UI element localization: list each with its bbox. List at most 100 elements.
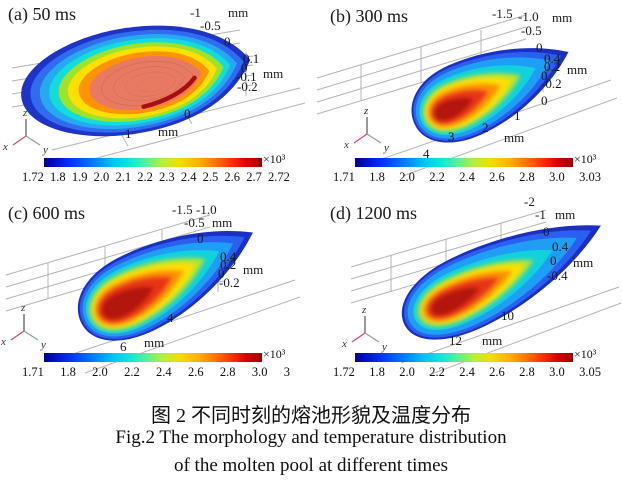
z-tick: 0.1 bbox=[243, 51, 260, 66]
colorbar-tick-label: 3 bbox=[283, 365, 290, 379]
x-axis-unit: mm bbox=[504, 130, 525, 145]
z-tick: 0 bbox=[218, 266, 225, 281]
colorbar-tick-label: 2.0 bbox=[92, 365, 108, 379]
colorbar-tick-label: 2.4 bbox=[459, 365, 475, 379]
subplot-d: z x y (d) 1200 ms -2 -1 mm 0 0.4 0 mm -0… bbox=[311, 195, 622, 390]
colorbar-tick-label: 2.4 bbox=[180, 170, 197, 184]
triad-x-label: x bbox=[341, 338, 347, 350]
z-tick: 0 bbox=[241, 60, 248, 75]
z-tick: 0.2 bbox=[220, 257, 237, 272]
z-tick: 0.4 bbox=[220, 249, 237, 264]
colorbar-tick-label: 2.2 bbox=[124, 365, 140, 379]
x-tick: 1 bbox=[125, 126, 132, 141]
triad-y-label: y bbox=[42, 144, 48, 156]
colorbar-tick-label: 2.6 bbox=[187, 365, 204, 379]
colorbar-tick-label: 3.0 bbox=[549, 170, 565, 184]
hot-edge-streak bbox=[141, 75, 197, 109]
y-tick: 0 bbox=[224, 34, 231, 49]
colorbar-tick-label: 2.0 bbox=[399, 365, 415, 379]
triad-x-label: x bbox=[343, 139, 349, 151]
colorbar-tick-label: 2.0 bbox=[93, 170, 110, 184]
triad-y-label: y bbox=[383, 142, 389, 154]
subplot-b-title: (b) 300 ms bbox=[330, 6, 408, 26]
z-tick: -0.2 bbox=[237, 79, 258, 94]
x-tick: 3 bbox=[448, 129, 455, 144]
molten-pool-a bbox=[21, 25, 251, 137]
z-axis-unit: mm bbox=[573, 255, 594, 270]
axis-triad: z x y bbox=[343, 105, 389, 154]
colorbar-tick-label: 1.72 bbox=[22, 170, 44, 184]
colorbar-tick-label: 2.72 bbox=[268, 170, 290, 184]
colorbar-tick-label: 3.05 bbox=[579, 365, 601, 379]
colorbar-tick-label: 2.2 bbox=[137, 170, 153, 184]
colorbar-tick-label: 2.8 bbox=[519, 365, 535, 379]
colorbar-tick-label: 2.8 bbox=[219, 365, 236, 379]
y-tick: -1.5 bbox=[492, 6, 513, 21]
colorbar-tick-label: 1.8 bbox=[60, 365, 76, 379]
triad-z-label: z bbox=[361, 304, 367, 316]
subplot-a-title: (a) 50 ms bbox=[8, 4, 76, 24]
colorbar-tick-label: 1.71 bbox=[333, 170, 355, 184]
x-tick: 2 bbox=[482, 120, 489, 135]
y-axis-unit: mm bbox=[228, 5, 249, 20]
colorbar-tick-label: 3.03 bbox=[579, 170, 601, 184]
x-axis-unit: mm bbox=[144, 335, 165, 350]
subplot-c: z x y (c) 600 ms -1.5 -1.0 -0.5 mm 0 0.4… bbox=[0, 195, 311, 390]
subplot-a-plot: z x y bbox=[2, 25, 306, 164]
x-tick: 10 bbox=[501, 308, 514, 323]
colorbar-tick-labels: 1.71 1.8 2.0 2.2 2.4 2.6 2.8 3.0 3 bbox=[22, 366, 290, 379]
colorbar bbox=[355, 353, 573, 362]
x-tick: 12 bbox=[449, 333, 462, 348]
colorbar-tick-label: 2.3 bbox=[159, 170, 175, 184]
y-tick: -0.5 bbox=[200, 18, 221, 33]
subplot-b: z x y (b) 300 ms -1.5 -1.0 mm -0.5 0 0.4… bbox=[311, 0, 622, 195]
colorbar-tick-label: 3.0 bbox=[549, 365, 565, 379]
z-tick: 0.4 bbox=[544, 51, 561, 66]
colorbar bbox=[44, 353, 262, 362]
colorbar-tick-label: 2.6 bbox=[489, 365, 505, 379]
axis-triad: z x y bbox=[2, 107, 48, 156]
molten-pool-b bbox=[411, 48, 569, 143]
colorbar-tick-label: 1.71 bbox=[22, 365, 44, 379]
z-tick: 0 bbox=[550, 253, 557, 268]
molten-pool-d bbox=[401, 225, 601, 340]
z-tick: 0 bbox=[541, 68, 548, 83]
colorbar-tick-label: 2.4 bbox=[459, 170, 475, 184]
y-tick: -1 bbox=[190, 5, 201, 20]
y-axis-unit: mm bbox=[552, 10, 573, 25]
subplot-d-title: (d) 1200 ms bbox=[330, 203, 417, 223]
subplot-c-plot: z x y bbox=[0, 214, 301, 374]
triad-z-label: z bbox=[20, 302, 26, 314]
subplot-b-plot: z x y bbox=[316, 14, 618, 177]
triad-z-label: z bbox=[22, 107, 28, 119]
y-tick: -1.0 bbox=[518, 9, 539, 24]
z-axis-unit: mm bbox=[263, 66, 284, 81]
colorbar-scale: ×10³ bbox=[574, 347, 597, 361]
subplot-d-plot: z x y bbox=[341, 209, 622, 376]
molten-pool-c bbox=[77, 231, 253, 341]
y-tick: -1.0 bbox=[196, 202, 217, 217]
y-tick: -1.5 bbox=[172, 202, 193, 217]
colorbar bbox=[355, 158, 573, 167]
colorbar-scale: ×10³ bbox=[574, 152, 597, 166]
subplot-a: z x y (a) 50 ms -1 mm -0.5 0 0.1 0 -0.1 … bbox=[0, 0, 311, 195]
colorbar-tick-label: 1.8 bbox=[50, 170, 66, 184]
y-tick: -0.5 bbox=[184, 215, 205, 230]
z-axis-unit: mm bbox=[567, 62, 588, 77]
x-tick: 4 bbox=[423, 146, 430, 161]
colorbar-tick-label: 1.72 bbox=[333, 365, 355, 379]
triad-y-label: y bbox=[40, 339, 46, 351]
x-tick: 1 bbox=[514, 108, 521, 123]
z-tick: -0.1 bbox=[236, 69, 257, 84]
x-axis-unit: mm bbox=[482, 333, 503, 348]
colorbar-tick-label: 2.2 bbox=[429, 170, 445, 184]
colorbar-tick-label: 2.7 bbox=[246, 170, 262, 184]
subplot-c-title: (c) 600 ms bbox=[8, 203, 85, 223]
z-tick: -0.2 bbox=[541, 76, 562, 91]
triad-z-label: z bbox=[363, 105, 369, 117]
colorbar-tick-label: 2.0 bbox=[399, 170, 415, 184]
z-tick: -0.2 bbox=[219, 275, 240, 290]
colorbar-tick-label: 2.1 bbox=[115, 170, 132, 184]
triad-y-label: y bbox=[381, 341, 387, 353]
